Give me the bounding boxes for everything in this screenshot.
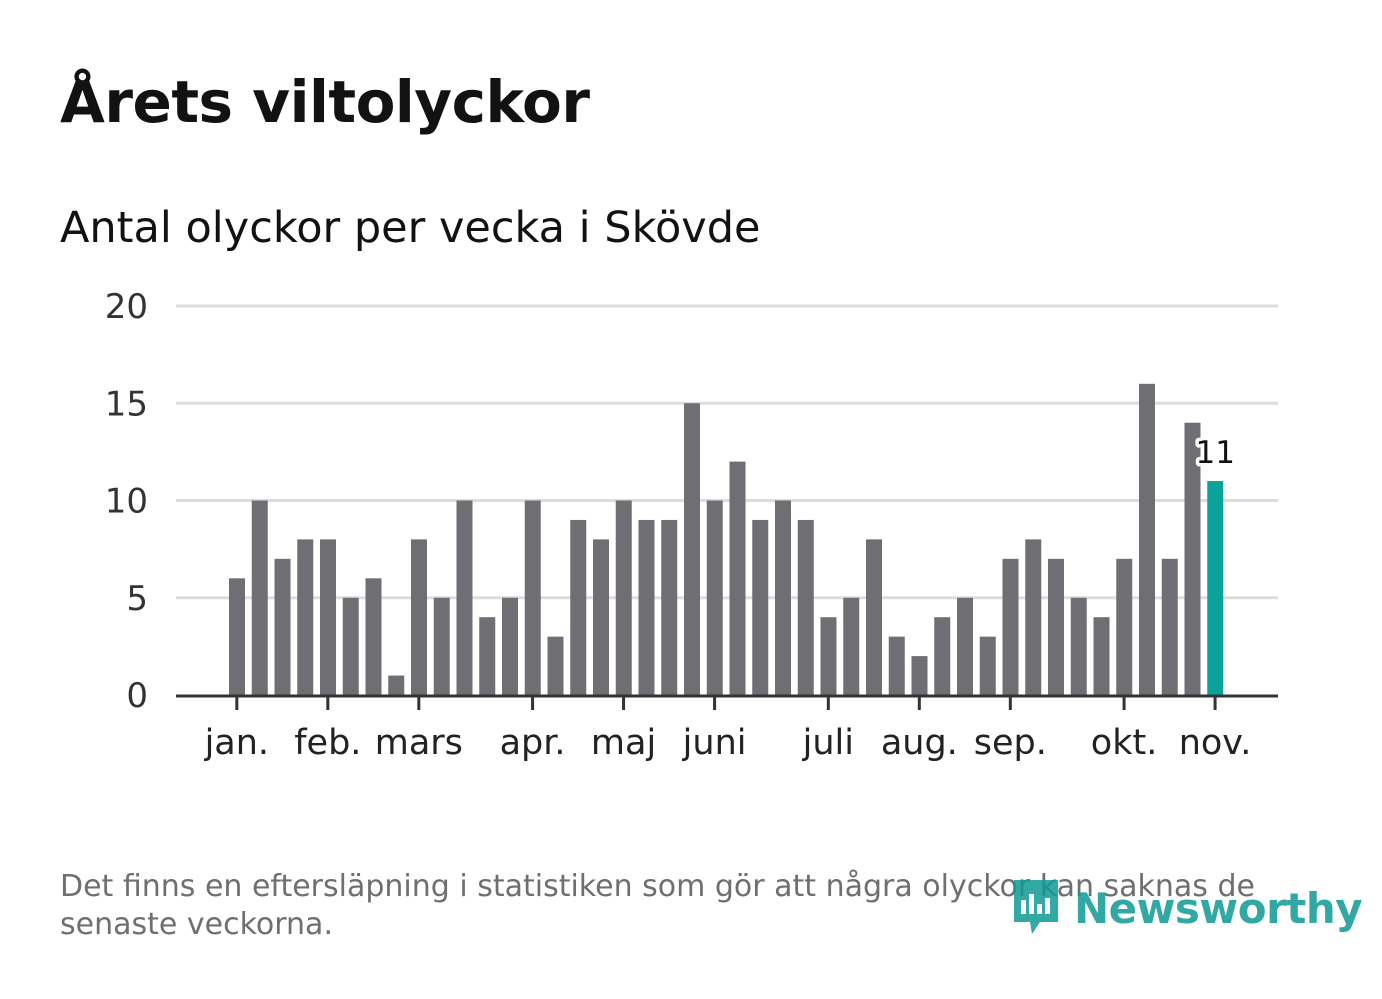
y-tick-label: 20 [105, 287, 148, 327]
bar [433, 597, 450, 695]
bar [570, 519, 587, 695]
bar [456, 500, 473, 695]
bar [229, 578, 245, 695]
bar [1048, 558, 1064, 695]
bar [1184, 422, 1201, 695]
newsworthy-logo-icon [1014, 880, 1058, 934]
bar [866, 539, 882, 695]
bar [320, 539, 336, 695]
x-tick-label: maj [591, 723, 656, 763]
y-tick-label: 5 [126, 579, 148, 619]
y-tick-label: 0 [126, 676, 148, 716]
bar [251, 500, 268, 695]
y-tick-label: 15 [105, 384, 148, 424]
bar [979, 636, 996, 695]
x-tick-label: mars [375, 723, 463, 763]
bar [661, 519, 678, 695]
bar [957, 597, 973, 695]
bar [274, 558, 291, 695]
bar [911, 656, 928, 695]
bar [593, 539, 609, 695]
y-axis-ticks: 0 5 10 15 20 [105, 287, 148, 716]
bar [820, 617, 837, 695]
bar [479, 617, 496, 695]
bar [797, 519, 814, 695]
highlight-value-label: 11 [1196, 435, 1235, 471]
bar [775, 500, 791, 695]
bar [547, 636, 564, 695]
bars [229, 383, 1224, 695]
bar [934, 617, 951, 695]
bar [1116, 558, 1133, 695]
x-tick-label: apr. [500, 723, 566, 763]
bar [342, 597, 359, 695]
x-tick-label: feb. [294, 723, 361, 763]
bar [297, 539, 314, 695]
x-tick-label: aug. [881, 723, 958, 763]
x-tick-label: sep. [974, 723, 1047, 763]
chart-subtitle: Antal olyckor per vecka i Skövde [60, 203, 761, 253]
bar [1139, 383, 1155, 695]
bar-chart: 0 5 10 15 20 jan. feb. mars apr. maj juni juli aug.… [105, 287, 1278, 763]
bar-highlight [1207, 481, 1224, 695]
gridlines [176, 304, 1278, 600]
bar [365, 578, 382, 695]
bar [1070, 597, 1087, 695]
bar [706, 500, 723, 695]
bar [1002, 558, 1019, 695]
bar [843, 597, 860, 695]
x-axis: jan. feb. mars apr. maj juni juli aug. sep. okt. n… [176, 694, 1278, 763]
bar [638, 519, 655, 695]
logo-text: Newsworthy [1074, 883, 1363, 933]
bar [1093, 617, 1110, 695]
x-tick-label: jan. [204, 723, 269, 763]
x-tick-label: juli [802, 723, 854, 763]
chart-title: Årets viltolyckor [60, 68, 590, 136]
bar [502, 597, 518, 695]
bar [388, 675, 405, 695]
x-tick-label: nov. [1179, 723, 1252, 763]
x-tick-label: okt. [1091, 723, 1158, 763]
bar [411, 539, 427, 695]
bar [888, 636, 905, 695]
bar [684, 403, 700, 695]
bar [615, 500, 632, 695]
y-tick-label: 10 [105, 482, 148, 522]
bar [1025, 539, 1042, 695]
newsworthy-logo: Newsworthy [1010, 876, 1363, 940]
bar [524, 500, 541, 695]
data-labels: 11 [1192, 432, 1238, 475]
bar [729, 461, 746, 695]
x-tick-label: juni [682, 723, 747, 763]
bar [1161, 558, 1178, 695]
bar [752, 519, 769, 695]
